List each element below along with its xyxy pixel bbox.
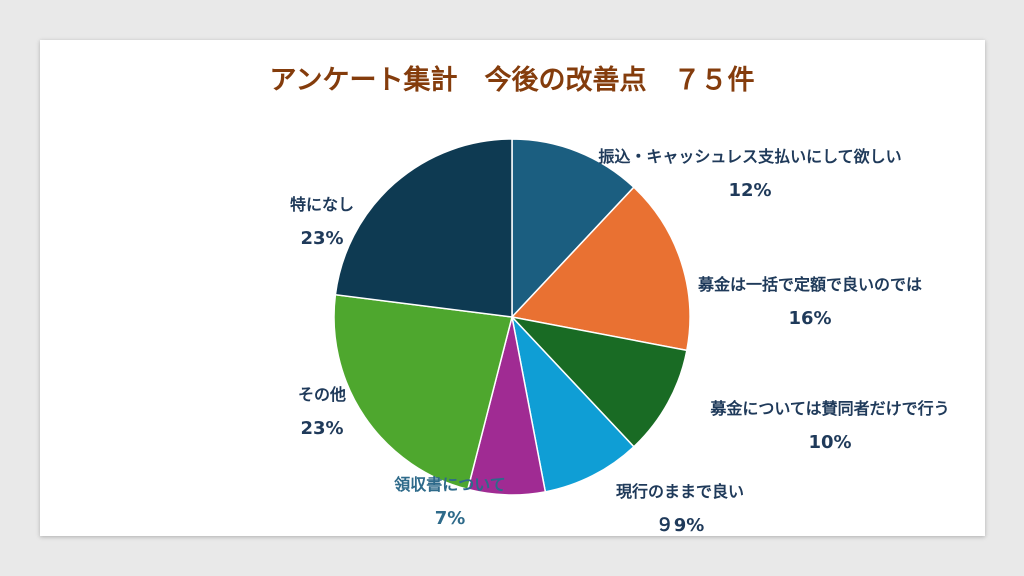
slice-value: 23% bbox=[300, 418, 344, 439]
slice-label: 募金については賛同者だけで行う 10% bbox=[710, 392, 949, 460]
pie-slice bbox=[511, 138, 635, 319]
slice-label: 募金は一括で定額で良いのでは 16% bbox=[698, 268, 922, 336]
slice-label: 領収書について 7% bbox=[394, 468, 506, 536]
slice-label: 特になし 23% bbox=[290, 188, 354, 256]
pie-slice bbox=[510, 186, 691, 352]
slice-value: 7% bbox=[434, 508, 466, 529]
pie-slice bbox=[510, 314, 635, 493]
slice-value: 23% bbox=[300, 228, 344, 249]
slice-value: 16% bbox=[788, 308, 832, 329]
slice-category: その他 bbox=[297, 385, 347, 404]
slice-category: 領収書について bbox=[394, 475, 506, 494]
slice-category: 振込・キャッシュレス支払いにして欲しい bbox=[598, 147, 902, 166]
slice-category: 募金は一括で定額で良いのでは bbox=[697, 275, 923, 294]
slice-value: 12% bbox=[728, 180, 772, 201]
pie-slice bbox=[334, 138, 513, 318]
slice-value: 10% bbox=[808, 432, 852, 453]
slice-category: 現行のままで良い bbox=[615, 482, 745, 501]
slice-label: 振込・キャッシュレス支払いにして欲しい 12% bbox=[598, 140, 901, 208]
pie-slice bbox=[509, 315, 688, 448]
slice-value: ９9% bbox=[655, 515, 705, 536]
pie-slice bbox=[333, 293, 513, 491]
slice-category: 募金については賛同者だけで行う bbox=[710, 399, 950, 418]
slice-label: 現行のままで良い ９9% bbox=[616, 475, 744, 543]
slice-label: その他 23% bbox=[298, 378, 346, 446]
chart-title: アンケート集計 今後の改善点 ７５件 bbox=[269, 65, 755, 96]
slice-category: 特になし bbox=[289, 195, 355, 214]
